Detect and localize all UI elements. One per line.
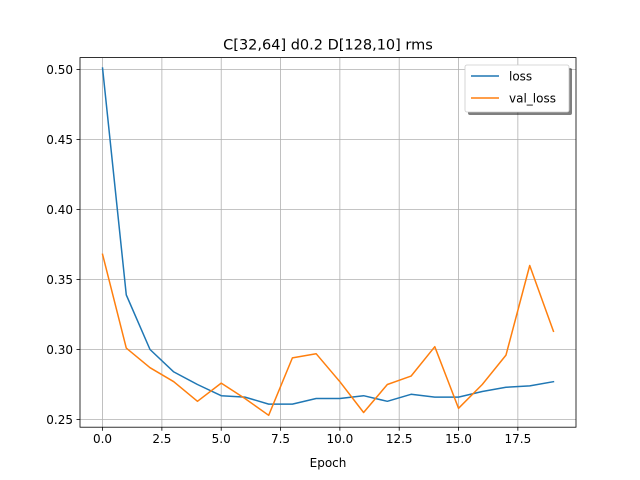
x-tick-label: 7.5 xyxy=(271,432,290,446)
legend-items: loss val_loss xyxy=(471,69,556,105)
series-line-loss xyxy=(101,67,555,405)
y-tick-label: 0.30 xyxy=(46,343,73,357)
y-tick-label: 0.50 xyxy=(46,63,73,77)
plot-frame xyxy=(79,57,577,428)
x-axis-label: Epoch xyxy=(310,456,347,470)
legend-label-loss: loss xyxy=(509,69,532,83)
chart-title: C[32,64] d0.2 D[128,10] rms xyxy=(223,38,433,54)
x-axis: 0.0 2.5 5.0 7.5 10.0 12.5 15.0 17.5 xyxy=(93,427,531,446)
y-axis: 0.25 0.30 0.35 0.40 0.45 0.50 xyxy=(46,63,80,427)
y-tick-label: 0.35 xyxy=(46,273,73,287)
series-layer xyxy=(101,67,555,417)
x-tick-label: 2.5 xyxy=(152,432,171,446)
x-tick-label: 10.0 xyxy=(327,432,354,446)
legend-label-val-loss: val_loss xyxy=(509,91,556,105)
x-tick-label: 17.5 xyxy=(504,432,531,446)
series-line-val-loss xyxy=(101,253,555,417)
grid xyxy=(80,57,576,428)
y-tick-label: 0.45 xyxy=(46,133,73,147)
legend: loss val_loss xyxy=(464,64,572,115)
x-tick-label: 5.0 xyxy=(212,432,231,446)
x-tick-label: 12.5 xyxy=(386,432,413,446)
y-tick-label: 0.25 xyxy=(46,413,73,427)
x-tick-label: 15.0 xyxy=(445,432,472,446)
x-tick-label: 0.0 xyxy=(93,432,112,446)
y-tick-label: 0.40 xyxy=(46,203,73,217)
